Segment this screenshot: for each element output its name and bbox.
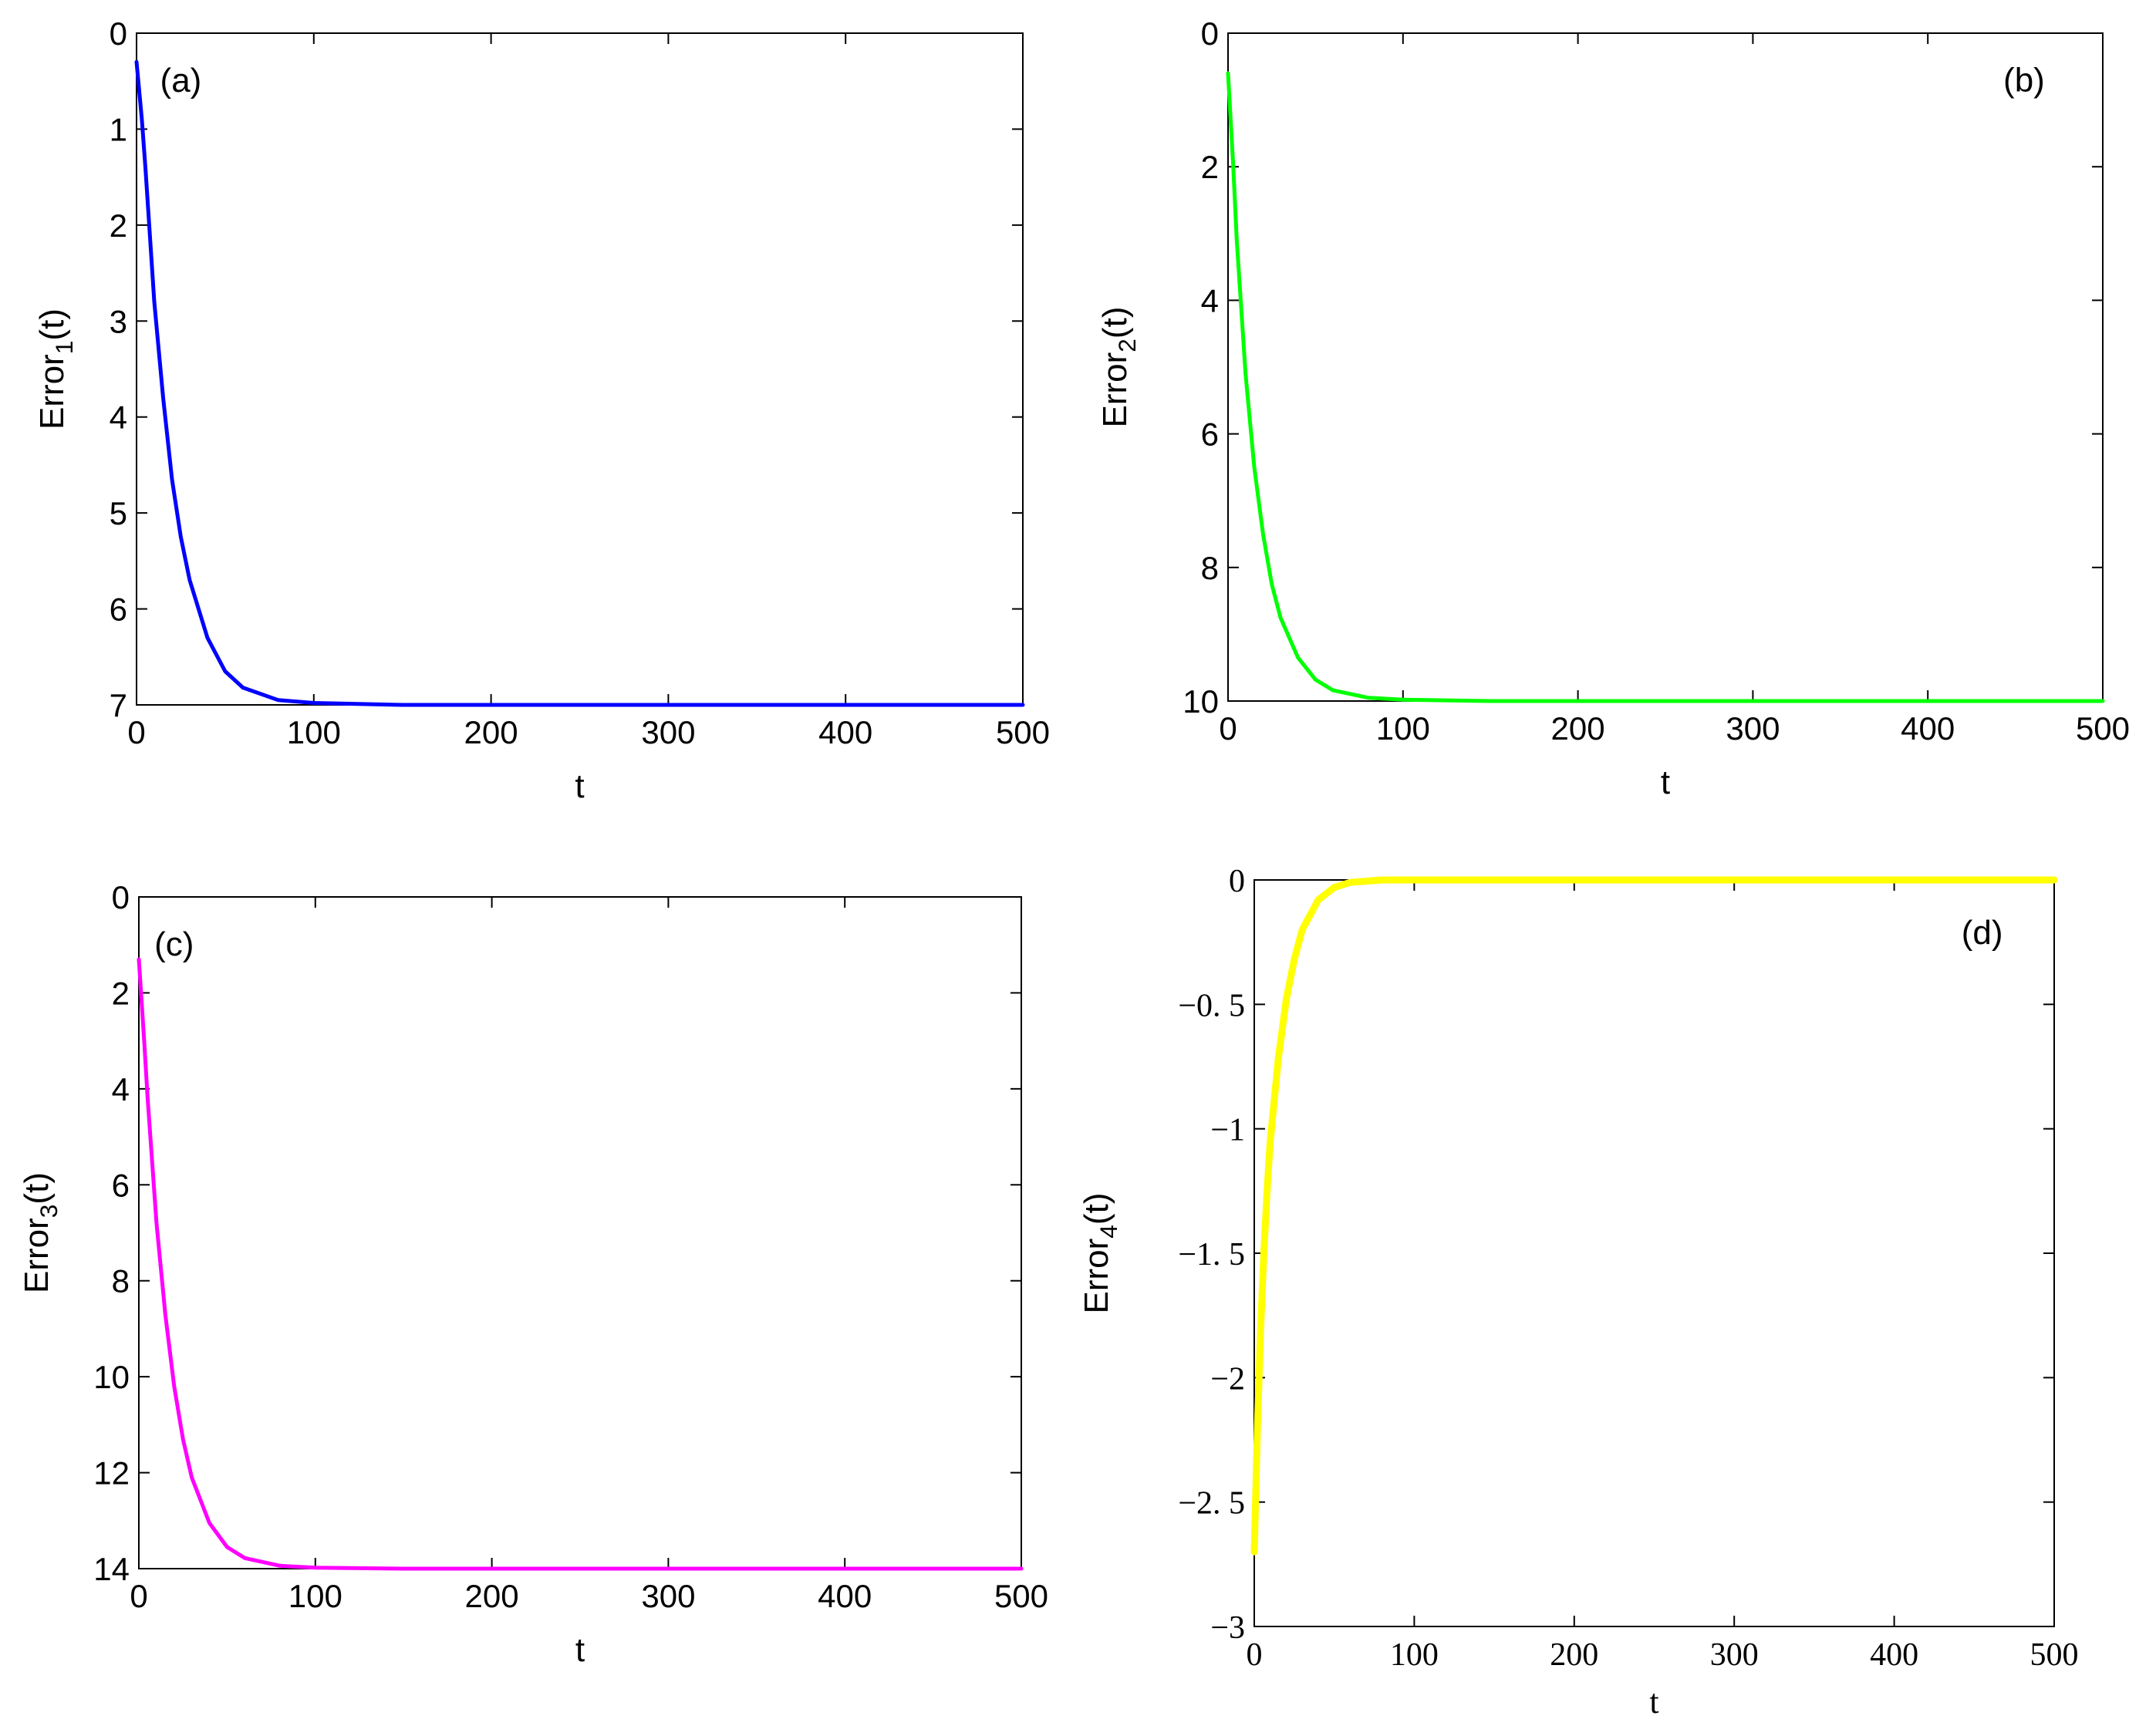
chart-4: 0 100 200 300 400 500 0 −0. 5 −1 −1. 5 −2 −2. 5 −3 t E…: [1078, 864, 2079, 1721]
chart-2-ytick-label: 10: [1183, 683, 1219, 720]
chart-1-xtick-label: 100: [287, 714, 341, 750]
chart-4-ylabel-base: Error: [1078, 1239, 1115, 1314]
chart-3-ytick-label: 4: [112, 1071, 130, 1107]
chart-4-ytick-label: −3: [1210, 1610, 1245, 1646]
chart-4-panel-label: (d): [1962, 914, 2003, 952]
chart-1-ytick-label: 4: [110, 399, 127, 436]
chart-3-ytick-label: 0: [112, 879, 130, 915]
chart-2-xtick-label: 300: [1726, 710, 1780, 747]
chart-3-axes-frame: [138, 896, 1022, 1569]
chart-2-ytick-label: 0: [1201, 15, 1219, 52]
chart-4-series-line: [1250, 876, 2058, 1556]
chart-3-ytick-label: 10: [93, 1359, 130, 1395]
chart-4-axes-frame: [1253, 879, 2055, 1627]
chart-3-xtick-label: 100: [288, 1578, 342, 1614]
chart-4-xtick-label: 100: [1390, 1637, 1439, 1673]
chart-3-series-line: [137, 957, 1024, 1571]
chart-3-xtick-label: 200: [465, 1578, 519, 1614]
chart-2-ylabel-base: Error: [1096, 352, 1134, 428]
chart-4-ytick-label: 0: [1229, 864, 1245, 899]
chart-4-xtick-label: 400: [1870, 1637, 1918, 1673]
chart-2-panel-label: (b): [2003, 62, 2045, 99]
chart-1-xtick-label: 400: [818, 714, 872, 750]
chart-3-xtick-label: 300: [641, 1578, 695, 1614]
chart-1-ylabel-base: Error: [33, 354, 71, 430]
chart-1-xtick-label: 200: [464, 714, 518, 750]
chart-3-ylabel: Error3(t): [18, 1172, 62, 1293]
chart-2-xtick-label: 400: [1901, 710, 1955, 747]
chart-2-xtick-label: 500: [2076, 710, 2130, 747]
chart-3: 0 100 200 300 400 500 0 2 4 6 8 10 12 14 t Error3(t) (c): [18, 879, 1048, 1669]
chart-1-xtick-label: 300: [641, 714, 695, 750]
chart-2-ytick-label: 2: [1201, 149, 1219, 185]
chart-2-xtick-label: 100: [1376, 710, 1430, 747]
chart-2-xlabel: t: [1661, 764, 1670, 801]
chart-1-xlabel: t: [575, 767, 584, 805]
chart-2-xtick-label: 0: [1219, 710, 1237, 747]
chart-3-ytick-label: 2: [112, 975, 130, 1011]
chart-3-panel-label: (c): [154, 925, 194, 963]
chart-1-ylabel: Error1(t): [33, 308, 78, 430]
chart-4-xtick-label: 500: [2030, 1637, 2079, 1673]
chart-4-ylabel-suffix: (t): [1078, 1193, 1115, 1225]
chart-1-ytick-label: 5: [110, 495, 127, 531]
chart-2-ylabel-sub: 2: [1113, 339, 1141, 352]
chart-1-ytick-label: 7: [110, 687, 127, 723]
chart-2-ytick-label: 8: [1201, 550, 1219, 586]
chart-2-ytick-label: 6: [1201, 416, 1219, 453]
chart-2-series-line: [1226, 71, 2105, 703]
chart-1-ytick-label: 2: [110, 207, 127, 244]
chart-3-ytick-label: 14: [93, 1551, 130, 1587]
chart-2-ytick-label: 4: [1201, 282, 1219, 319]
chart-4-ytick-label: −1: [1210, 1113, 1245, 1148]
chart-4-ytick-label: −1. 5: [1178, 1237, 1245, 1273]
chart-1-ytick-label: 3: [110, 303, 127, 339]
chart-4-xtick-label: 200: [1550, 1637, 1598, 1673]
chart-2-ylabel: Error2(t): [1096, 307, 1141, 428]
chart-1-xtick-label: 500: [996, 714, 1050, 750]
chart-3-ylabel-base: Error: [18, 1218, 56, 1293]
chart-3-ylabel-sub: 3: [35, 1205, 62, 1219]
chart-2-axes-frame: [1227, 32, 2104, 702]
chart-4-xtick-label: 300: [1710, 1637, 1759, 1673]
chart-1-ylabel-sub: 1: [50, 341, 78, 355]
chart-2-ylabel-suffix: (t): [1096, 307, 1134, 339]
chart-4-ytick-label: −0. 5: [1178, 988, 1245, 1023]
chart-3-ytick-label: 12: [93, 1455, 130, 1492]
chart-1-series-line: [134, 59, 1025, 707]
chart-1-panel-label: (a): [160, 62, 202, 99]
chart-2-xtick-label: 200: [1551, 710, 1605, 747]
chart-4-xtick-label: 0: [1247, 1637, 1263, 1673]
chart-1-ytick-label: 0: [110, 15, 127, 52]
chart-1-xtick-label: 0: [127, 714, 145, 750]
chart-4-ytick-label: −2. 5: [1178, 1486, 1245, 1522]
chart-3-ytick-label: 6: [112, 1167, 130, 1203]
chart-1-ylabel-suffix: (t): [33, 308, 71, 341]
chart-4-ylabel: Error4(t): [1078, 1193, 1122, 1314]
chart-1-ytick-label: 6: [110, 592, 127, 628]
chart-3-xtick-label: 500: [994, 1578, 1048, 1614]
chart-3-ytick-label: 8: [112, 1263, 130, 1299]
chart-4-ytick-label: −2: [1210, 1361, 1245, 1397]
chart-1-axes-frame: [136, 32, 1024, 706]
chart-3-ylabel-suffix: (t): [18, 1172, 56, 1205]
chart-3-xlabel: t: [575, 1631, 585, 1669]
chart-4-xlabel: t: [1649, 1683, 1658, 1721]
chart-1-ytick-label: 1: [110, 111, 127, 147]
chart-4-ylabel-sub: 4: [1095, 1225, 1122, 1239]
chart-3-xtick-label: 400: [818, 1578, 872, 1614]
chart-3-xtick-label: 0: [130, 1578, 147, 1614]
